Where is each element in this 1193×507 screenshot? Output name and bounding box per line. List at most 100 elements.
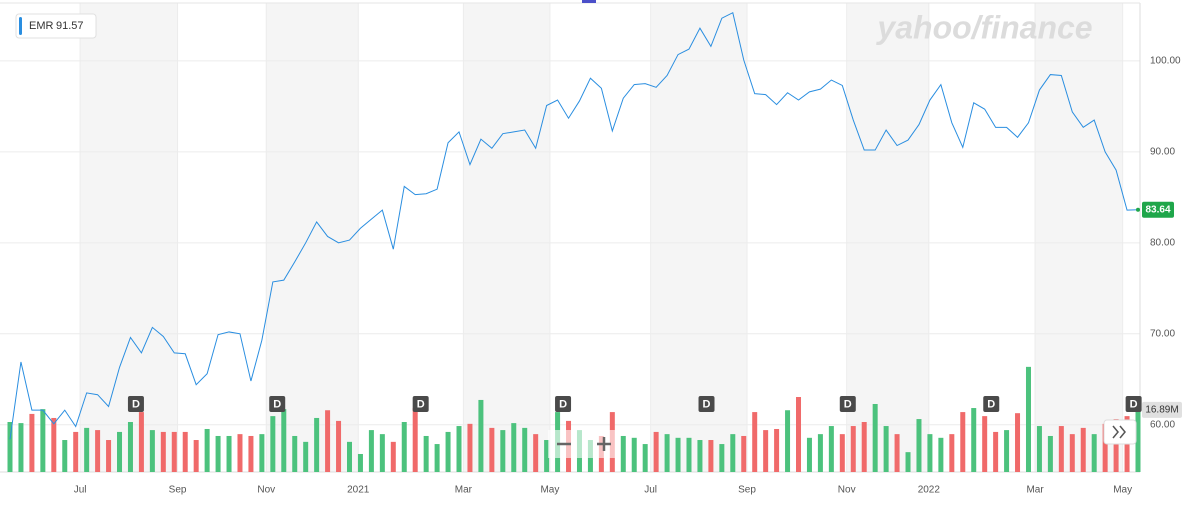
volume-bar — [620, 435, 626, 472]
volume-bar — [303, 441, 309, 472]
volume-bar — [7, 422, 13, 472]
symbol-box: EMR 91.57 — [15, 13, 97, 39]
volume-bar — [390, 441, 396, 472]
scroll-icon[interactable] — [1119, 425, 1126, 439]
dividend-label: D — [559, 398, 567, 410]
volume-bar — [106, 440, 112, 472]
volume-bar — [1069, 434, 1075, 472]
volume-bar — [325, 410, 331, 472]
volume-bar — [1091, 434, 1097, 472]
volume-bar — [127, 422, 133, 472]
volume-bar — [117, 431, 123, 472]
volume-bar — [916, 419, 922, 472]
last-price-tag — [1142, 201, 1174, 218]
dividend-label: D — [132, 398, 140, 410]
month-band — [1035, 3, 1123, 472]
volume-last-label: 16.89M — [1145, 405, 1178, 416]
volume-bar — [894, 434, 900, 472]
x-tick-label: Mar — [1026, 485, 1044, 496]
volume-bar — [861, 422, 867, 472]
volume-bar — [828, 426, 834, 472]
dividend-label: D — [703, 398, 711, 410]
volume-bar — [796, 397, 802, 472]
volume-bar — [467, 423, 473, 472]
volume-bar — [226, 435, 232, 472]
volume-bar — [719, 444, 725, 472]
volume-bar — [40, 409, 46, 472]
x-tick-label: May — [540, 485, 559, 496]
volume-bar — [938, 437, 944, 472]
volume-bar — [675, 437, 681, 472]
volume-bar — [1047, 435, 1053, 472]
volume-bar — [84, 427, 90, 472]
volume-bar — [960, 412, 966, 472]
dividend-marker — [127, 396, 144, 412]
dividend-label: D — [273, 398, 281, 410]
dividend-label: D — [417, 398, 425, 410]
x-tick-label: Sep — [738, 485, 756, 496]
volume-bar — [259, 434, 265, 472]
y-tick-label: 60.00 — [1150, 419, 1175, 430]
volume-bar — [138, 412, 144, 472]
volume-bar — [270, 416, 276, 472]
symbol: EMR — [29, 20, 54, 32]
volume-bar — [193, 440, 199, 472]
volume-bar — [336, 420, 342, 472]
volume-bar — [292, 435, 298, 472]
volume-bar — [95, 430, 101, 472]
volume-bar — [51, 417, 57, 472]
volume-bar — [927, 434, 933, 472]
volume-bar — [29, 413, 35, 472]
y-tick-label: 70.00 — [1150, 328, 1175, 339]
y-tick-label: 90.00 — [1150, 147, 1175, 158]
scroll-button[interactable] — [1103, 419, 1137, 445]
volume-bar — [412, 408, 418, 472]
volume-bar — [1025, 366, 1031, 472]
volume-bar — [489, 427, 495, 472]
volume-bar — [752, 412, 758, 472]
dividend-marker — [269, 396, 286, 412]
dividend-marker — [839, 396, 856, 412]
volume-bar — [872, 403, 878, 472]
y-tick-label: 80.00 — [1150, 237, 1175, 248]
range-handle[interactable] — [582, 0, 596, 3]
volume-bar — [774, 428, 780, 472]
volume-bar — [785, 410, 791, 472]
volume-bar — [379, 434, 385, 472]
symbol-box-frame — [15, 13, 97, 39]
volume-bar — [500, 430, 506, 472]
price-line — [9, 12, 1139, 440]
volume-bar — [182, 431, 188, 472]
volume-bar — [18, 423, 24, 472]
scroll-button-frame[interactable] — [1103, 419, 1137, 445]
month-band — [650, 3, 748, 472]
x-tick-label: Jul — [74, 485, 87, 496]
volume-bar — [982, 416, 988, 472]
volume-bar — [62, 440, 68, 472]
volume-bar — [248, 435, 254, 472]
volume-bar — [949, 434, 955, 472]
volume-bar — [993, 431, 999, 472]
y-tick-label: 100.00 — [1150, 56, 1181, 67]
volume-bar — [237, 434, 243, 472]
volume-bar — [401, 422, 407, 472]
volume-bar — [1113, 419, 1119, 472]
dividend-marker — [698, 396, 715, 412]
volume-bar — [763, 430, 769, 472]
volume-tag — [1142, 401, 1182, 418]
month-band — [266, 3, 359, 472]
volume-bar — [850, 426, 856, 472]
dividend-marker — [1125, 396, 1142, 412]
volume-bar — [1135, 409, 1141, 472]
month-band — [463, 3, 550, 472]
volume-bar — [149, 430, 155, 472]
volume-bar — [160, 431, 166, 472]
volume-bar — [1015, 413, 1021, 472]
background: Jul Sep Nov 2021 Mar May Jul Sep Nov 2022 Mar May 60… — [0, 3, 1181, 496]
volume-bar — [730, 434, 736, 472]
scroll-icon[interactable] — [1112, 425, 1119, 439]
x-tick-label: Sep — [169, 485, 187, 496]
volume-bar — [281, 409, 287, 472]
zoom-controls — [548, 430, 620, 458]
volume-bar — [511, 423, 517, 472]
